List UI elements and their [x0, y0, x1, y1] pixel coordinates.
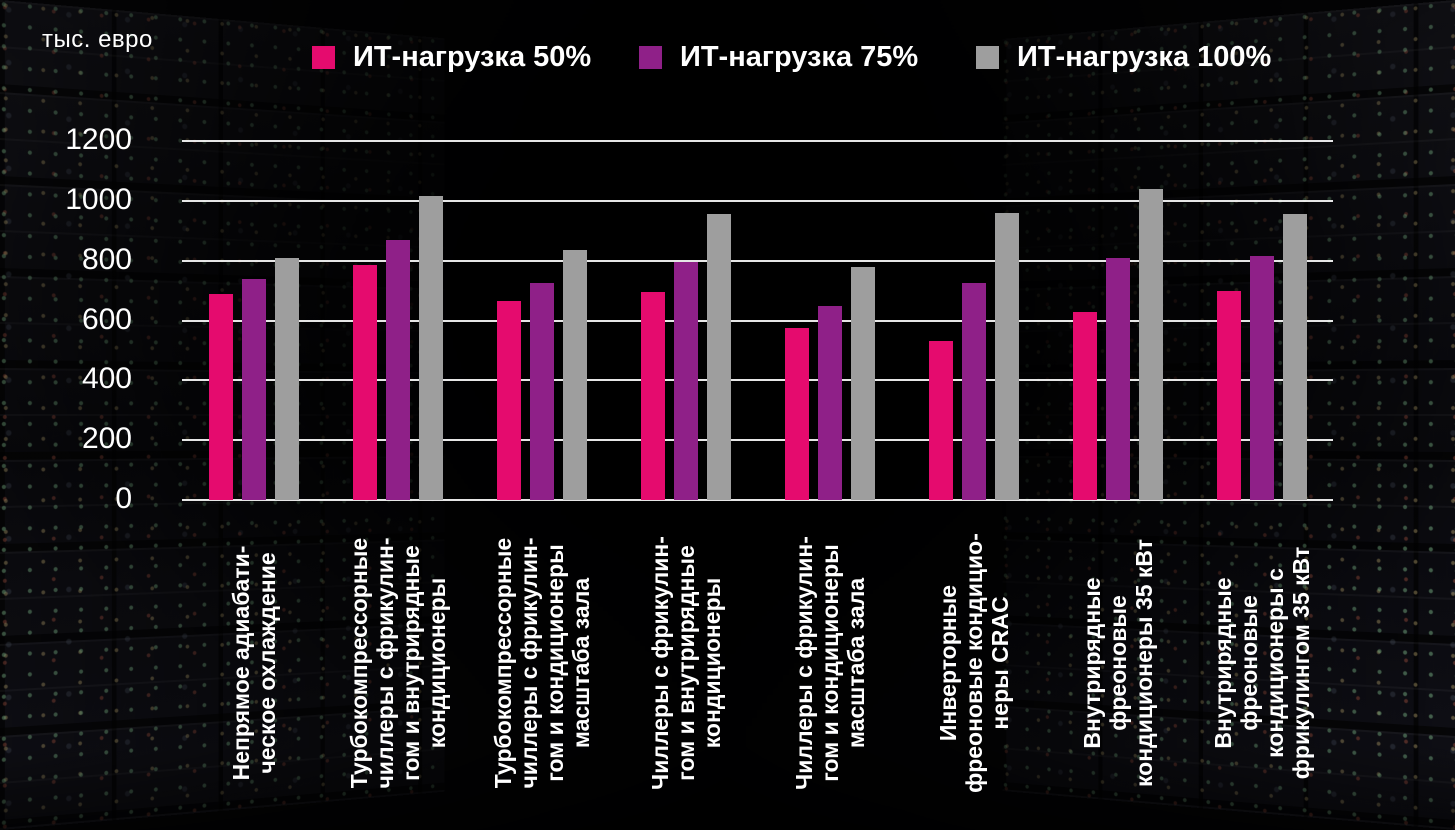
bar-load100-group4: [707, 214, 731, 500]
category-label-line: гом и внутрирядные: [398, 545, 424, 781]
bar-load100-group1: [275, 258, 299, 500]
category-label-group5: Чиллеры с фрикулин-гом и кондиционеры мас…: [791, 503, 869, 823]
category-label-line: чиллеры с фрикулин-: [516, 537, 542, 789]
y-tick-label-800: 800: [81, 242, 132, 276]
bar-load100-group6: [995, 213, 1019, 500]
bar-load50-group6: [929, 341, 953, 500]
category-label-line: неры CRAC: [987, 596, 1013, 730]
category-label-line: кондиционеры 35 кВт: [1131, 538, 1157, 788]
bar-load100-group3: [563, 250, 587, 500]
legend-item-50: ИТ-нагрузка 50%: [312, 41, 591, 74]
bar-load50-group8: [1217, 291, 1241, 500]
gridline-400: [182, 379, 1333, 382]
legend-swatch-icon: [312, 46, 335, 69]
plot-area: [182, 140, 1333, 501]
bar-load100-group8: [1283, 214, 1307, 500]
category-label-group6: Инверторные фреоновые кондицио-неры CRAC: [935, 503, 1013, 823]
y-tick-label-1200: 1200: [65, 123, 132, 156]
bar-load50-group2: [353, 265, 377, 500]
gridline-600: [182, 319, 1333, 322]
bar-load75-group5: [818, 306, 842, 500]
bar-load50-group4: [641, 292, 665, 500]
bar-load75-group6: [962, 283, 986, 500]
category-label-line: кондиционеры: [424, 577, 450, 749]
category-label-line: фреоновые: [1236, 595, 1262, 731]
category-label-line: фреоновые: [1105, 595, 1131, 731]
category-label-line: кондиционеры: [699, 577, 725, 749]
category-label-line: фрикулингом 35 кВт: [1288, 546, 1314, 780]
y-tick-label-0: 0: [115, 482, 132, 515]
bar-load100-group7: [1139, 189, 1163, 500]
bar-load50-group3: [497, 301, 521, 500]
category-label-line: гом и внутрирядные: [673, 545, 699, 781]
bar-load100-group5: [851, 267, 875, 500]
bar-load75-group3: [530, 283, 554, 500]
category-label-group4: Чиллеры с фрикулин-гом и внутрирядные кон…: [647, 503, 725, 823]
bar-load75-group1: [242, 279, 266, 500]
category-label-line: Инверторные: [935, 584, 961, 742]
legend-item-75: ИТ-нагрузка 75%: [639, 41, 918, 74]
category-label-group3: Турбокомпрессорные чиллеры с фрикулин-гом…: [490, 503, 594, 823]
bar-load75-group8: [1250, 256, 1274, 500]
category-label-line: Чиллеры с фрикулин-: [791, 536, 817, 790]
gridline-800: [182, 259, 1333, 262]
category-label-line: гом и кондиционеры: [542, 544, 568, 782]
category-label-line: гом и кондиционеры: [817, 544, 843, 782]
bar-load50-group1: [209, 294, 233, 500]
category-label-group7: Внутрирядные фреоновые кондиционеры 35 кВт: [1079, 503, 1157, 823]
y-tick-label-600: 600: [81, 302, 132, 336]
legend-item-100: ИТ-нагрузка 100%: [976, 41, 1271, 74]
y-axis-unit-label: тыс. евро: [42, 26, 153, 53]
legend-swatch-icon: [639, 46, 662, 69]
category-label-line: чиллеры с фрикулин-: [372, 537, 398, 789]
bar-load75-group4: [674, 262, 698, 500]
legend-swatch-icon: [976, 46, 999, 69]
bar-load50-group5: [785, 328, 809, 500]
category-label-group8: Внутрирядные фреоновые кондиционеры с фрику…: [1210, 503, 1314, 823]
y-tick-label-1000: 1000: [65, 182, 132, 216]
gridline-1000: [182, 199, 1333, 202]
category-label-line: Внутрирядные: [1079, 577, 1105, 749]
category-label-line: Турбокомпрессорные: [490, 537, 516, 789]
category-label-line: фреоновые кондицио-: [961, 533, 987, 793]
legend-label: ИТ-нагрузка 75%: [680, 41, 919, 73]
y-tick-label-200: 200: [81, 422, 132, 456]
y-tick-label-400: 400: [81, 362, 132, 396]
gridline-200: [182, 439, 1333, 442]
legend-label: ИТ-нагрузка 50%: [353, 41, 592, 73]
legend-label: ИТ-нагрузка 100%: [1017, 41, 1272, 73]
category-label-line: Непрямое адиабати-: [228, 545, 254, 781]
category-label-line: кондиционеры с: [1262, 568, 1288, 758]
category-label-line: масштаба зала: [843, 577, 869, 749]
category-label-line: масштаба зала: [568, 577, 594, 749]
category-label-line: Турбокомпрессорные: [346, 537, 372, 789]
category-label-group1: Непрямое адиабати-ческое охлаждение: [228, 503, 280, 823]
category-label-group2: Турбокомпрессорные чиллеры с фрикулин-гом…: [346, 503, 450, 823]
gridline-0: [182, 499, 1333, 501]
bar-load75-group2: [386, 240, 410, 500]
gridline-1200: [182, 140, 1333, 142]
bar-load50-group7: [1073, 312, 1097, 500]
category-label-line: ческое охлаждение: [254, 552, 280, 774]
category-label-line: Чиллеры с фрикулин-: [647, 536, 673, 790]
bar-load100-group2: [419, 196, 443, 500]
bar-load75-group7: [1106, 258, 1130, 500]
category-label-line: Внутрирядные: [1210, 577, 1236, 749]
